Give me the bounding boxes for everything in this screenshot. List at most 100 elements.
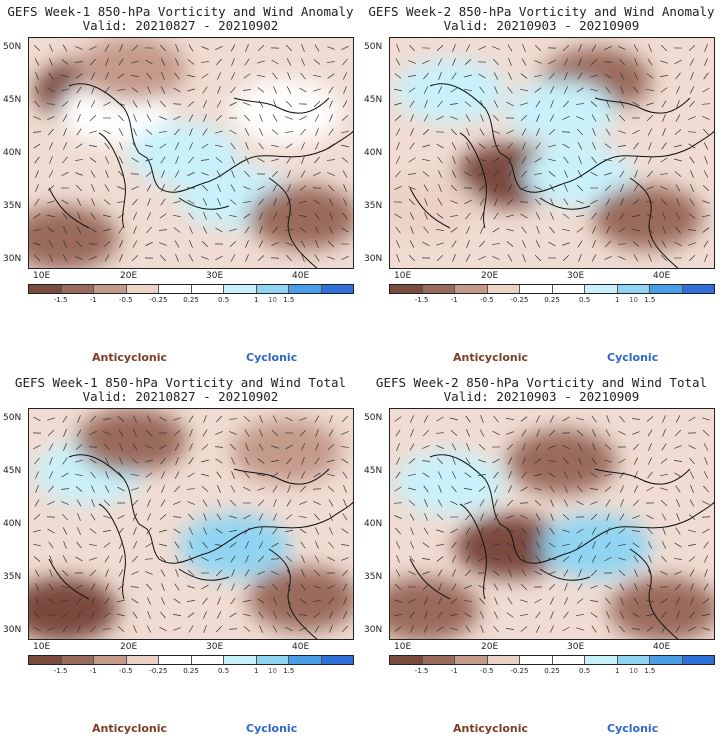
wind-arrow <box>75 73 83 79</box>
colorbar-tick-label: 0.5 <box>218 296 230 304</box>
wind-arrow <box>217 499 221 507</box>
panel-valid-dates: Valid: 20210903 - 20210909 <box>443 389 640 404</box>
wind-arrow <box>592 429 596 437</box>
wind-arrow <box>174 170 180 178</box>
wind-arrow <box>618 557 626 561</box>
vorticity-cell <box>506 429 617 494</box>
wind-arrow <box>562 143 570 149</box>
wind-arrow <box>329 212 333 220</box>
wind-arrow <box>407 75 417 77</box>
wind-arrow <box>174 485 180 493</box>
wind-arrow <box>395 170 401 178</box>
wind-arrow <box>536 114 540 122</box>
wind-arrow <box>174 583 180 591</box>
wind-arrow <box>47 430 55 436</box>
wind-arrow <box>273 86 277 94</box>
wind-arrow <box>258 513 264 521</box>
wind-arrow <box>618 528 626 534</box>
vorticity-cell <box>76 38 187 102</box>
wind-arrow <box>47 116 55 120</box>
wind-arrow <box>604 444 612 450</box>
wind-arrow <box>89 431 97 435</box>
wind-arrow <box>117 114 125 122</box>
wind-arrow <box>257 458 265 464</box>
wind-arrow <box>173 214 181 218</box>
wind-arrow <box>203 527 207 535</box>
wind-arrow <box>230 86 236 94</box>
wind-arrow <box>174 142 180 150</box>
wind-arrow <box>619 611 625 619</box>
colorbar-swatch <box>390 656 423 664</box>
wind-arrow <box>424 611 428 619</box>
wind-arrow <box>396 457 400 465</box>
wind-arrow <box>299 417 307 421</box>
wind-arrow <box>272 226 278 234</box>
wind-arrow <box>576 627 584 631</box>
wind-arrow <box>424 212 428 220</box>
wind-arrow <box>564 170 568 178</box>
wind-arrow <box>341 625 349 633</box>
wind-arrow <box>271 429 279 437</box>
wind-arrow <box>492 557 500 561</box>
wind-arrow <box>646 114 654 122</box>
wind-arrow <box>313 74 321 78</box>
wind-arrow <box>34 471 40 479</box>
wind-arrow <box>104 254 110 262</box>
wind-arrow <box>103 228 111 232</box>
colorbar-tick-label: 1 <box>614 667 620 675</box>
wind-arrow <box>286 499 292 507</box>
wind-arrow <box>215 115 223 121</box>
wind-arrow <box>201 143 209 149</box>
colorbar-swatch <box>487 656 520 664</box>
wind-arrow <box>563 499 569 507</box>
wind-arrow <box>689 198 695 206</box>
wind-arrow <box>494 597 498 605</box>
wind-arrow <box>520 486 528 492</box>
wind-arrow <box>451 142 457 150</box>
wind-arrow <box>118 569 124 577</box>
wind-arrow <box>534 598 542 604</box>
wind-arrow <box>465 254 471 262</box>
wind-arrow <box>117 416 125 422</box>
wind-arrow <box>548 241 556 247</box>
wind-arrow <box>424 198 428 206</box>
wind-arrow <box>133 114 137 122</box>
wind-arrow <box>648 44 652 52</box>
wind-arrow <box>35 485 39 493</box>
wind-arrow <box>243 73 251 79</box>
wind-arrow <box>104 184 110 192</box>
wind-arrow <box>702 627 710 631</box>
wind-arrow <box>522 240 526 248</box>
wind-arrow <box>201 73 209 79</box>
wind-arrow <box>423 429 429 437</box>
wind-arrow <box>61 74 69 78</box>
wind-arrow <box>49 555 53 563</box>
wind-arrow <box>33 416 41 422</box>
wind-arrow <box>48 170 54 178</box>
wind-arrow <box>256 586 266 588</box>
wind-arrow <box>216 58 222 66</box>
wind-arrow <box>104 443 110 451</box>
wind-arrow <box>285 543 293 547</box>
wind-arrow <box>231 471 235 479</box>
wind-arrow <box>437 611 443 619</box>
wind-arrow <box>548 542 556 548</box>
wind-arrow <box>494 86 498 94</box>
wind-arrow <box>410 226 414 234</box>
wind-arrow <box>75 556 83 562</box>
wind-arrow <box>452 44 456 52</box>
wind-arrow <box>175 44 179 52</box>
wind-arrow <box>287 485 291 493</box>
wind-arrow <box>89 255 97 261</box>
wind-arrow <box>703 485 709 493</box>
wind-arrow <box>103 431 111 435</box>
wind-arrow <box>578 156 582 164</box>
wind-arrow <box>215 458 223 464</box>
wind-arrow <box>466 443 470 451</box>
wind-arrow <box>548 158 556 162</box>
vorticity-cell <box>395 58 506 123</box>
wind-arrow <box>521 226 527 234</box>
wind-arrow <box>32 131 42 133</box>
wind-arrow <box>520 88 528 92</box>
wind-arrow <box>660 473 668 477</box>
